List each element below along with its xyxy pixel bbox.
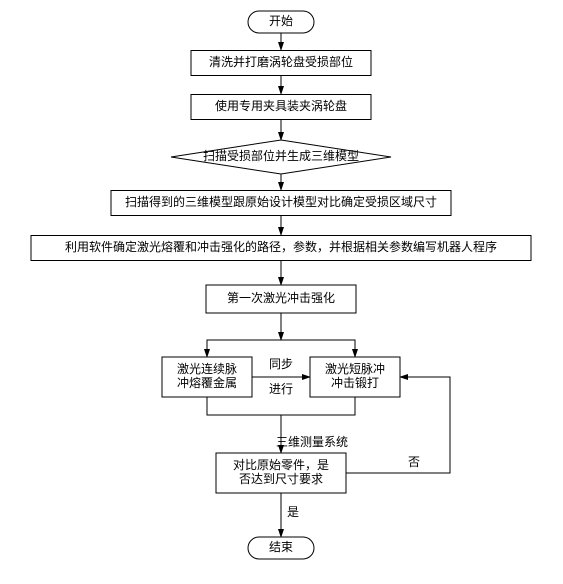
edge-7 — [207, 340, 281, 357]
node-n5: 利用软件确定激光熔覆和冲击强化的路径，参数，并根据相关参数编写机器人程序 — [31, 236, 531, 261]
node-label-dec-1: 否达到尺寸要求 — [239, 472, 323, 486]
node-dec: 对比原始零件，是否达到尺寸要求 — [216, 453, 346, 493]
node-label-start-0: 开始 — [269, 14, 293, 28]
node-left: 激光连续脉冲熔覆金属 — [162, 357, 252, 397]
node-label-left-0: 激光连续脉 — [177, 361, 237, 376]
annotation-3: 否 — [408, 455, 420, 469]
edge-11 — [281, 397, 355, 415]
annotation-1: 进行 — [269, 382, 293, 396]
node-label-n3-0: 扫描受损部位并生成三维模型 — [203, 148, 359, 163]
edge-8 — [281, 340, 355, 357]
node-label-n2-0: 使用专用夹具装夹涡轮盘 — [215, 98, 347, 113]
node-label-left-1: 冲熔覆金属 — [177, 375, 237, 390]
node-label-end-0: 结束 — [269, 540, 293, 554]
node-label-right-0: 激光短脉冲 — [325, 361, 385, 376]
node-n2: 使用专用夹具装夹涡轮盘 — [191, 95, 371, 120]
node-n6: 第一次激光冲击强化 — [206, 285, 356, 313]
node-label-right-1: 冲击锻打 — [331, 375, 379, 390]
node-n4: 扫描得到的三维模型跟原始设计模型对比确定受损区域尺寸 — [111, 191, 451, 216]
node-end: 结束 — [248, 537, 314, 559]
edge-10 — [207, 397, 281, 415]
node-label-n4-0: 扫描得到的三维模型跟原始设计模型对比确定受损区域尺寸 — [125, 194, 437, 209]
annotation-0: 同步 — [269, 357, 293, 371]
node-right: 激光短脉冲冲击锻打 — [310, 357, 400, 397]
annotation-2: 三维测量系统 — [276, 435, 348, 449]
node-label-n1-0: 清洗并打磨涡轮盘受损部位 — [209, 54, 353, 69]
node-n3: 扫描受损部位并生成三维模型 — [171, 140, 391, 174]
node-start: 开始 — [248, 11, 314, 33]
node-label-n6-0: 第一次激光冲击强化 — [227, 290, 335, 305]
node-label-n5-0: 利用软件确定激光熔覆和冲击强化的路径，参数，并根据相关参数编写机器人程序 — [65, 239, 497, 254]
node-label-dec-0: 对比原始零件，是 — [233, 458, 329, 472]
annotation-4: 是 — [287, 505, 299, 519]
node-n1: 清洗并打磨涡轮盘受损部位 — [191, 51, 371, 76]
flowchart-canvas: 开始清洗并打磨涡轮盘受损部位使用专用夹具装夹涡轮盘扫描受损部位并生成三维模型扫描… — [0, 0, 563, 584]
